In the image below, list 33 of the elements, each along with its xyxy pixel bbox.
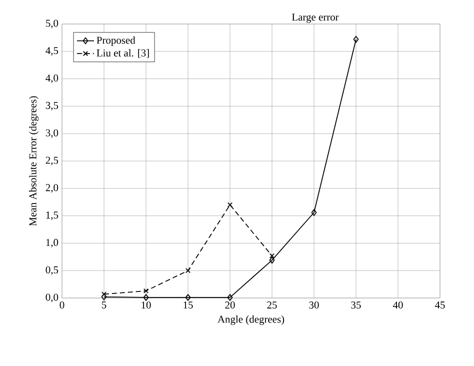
text: Large error xyxy=(292,14,339,23)
y-tick-label: 4,5 xyxy=(46,47,58,56)
x-tick-label: 40 xyxy=(392,302,403,309)
y-tick-label: 1,5 xyxy=(46,212,58,220)
point xyxy=(311,209,317,216)
x-axis-title: Angle (degrees) xyxy=(218,315,284,325)
y-tick-label: 2,5 xyxy=(46,156,58,166)
y-tick-label: 3,5 xyxy=(46,102,58,110)
y-tick-label: 1,0 xyxy=(46,238,58,248)
x-tick-label: 30 xyxy=(309,302,319,309)
legend-label: Proposed xyxy=(96,36,136,46)
x-tick-label: 25 xyxy=(267,302,277,309)
y-tick-label: 0,0 xyxy=(46,294,58,302)
y-tick-label: 0,5 xyxy=(46,266,58,275)
x-tick-label: 35 xyxy=(351,302,361,309)
legend-label: Liu et al. [3] xyxy=(96,49,149,58)
x-tick-label: 5 xyxy=(102,302,106,308)
y-tick-label: 4,0 xyxy=(46,74,58,84)
x-tick-label: 20 xyxy=(225,302,235,309)
y-tick-label: 5,0 xyxy=(46,20,58,28)
point xyxy=(185,294,191,301)
point xyxy=(269,256,275,264)
point xyxy=(227,202,233,208)
point xyxy=(353,36,359,43)
point xyxy=(185,268,191,274)
point xyxy=(227,294,233,301)
y-tick-label: 3,0 xyxy=(46,129,58,138)
x-tick-label: 10 xyxy=(142,302,151,309)
x-tick-label: 45 xyxy=(434,302,445,309)
y-tick-label: 2,0 xyxy=(46,184,58,193)
x-tick-label: 0 xyxy=(60,302,64,309)
x-tick-label: 15 xyxy=(184,302,193,309)
y-axis-title: Mean Absolute Error (degrees) xyxy=(29,96,39,226)
